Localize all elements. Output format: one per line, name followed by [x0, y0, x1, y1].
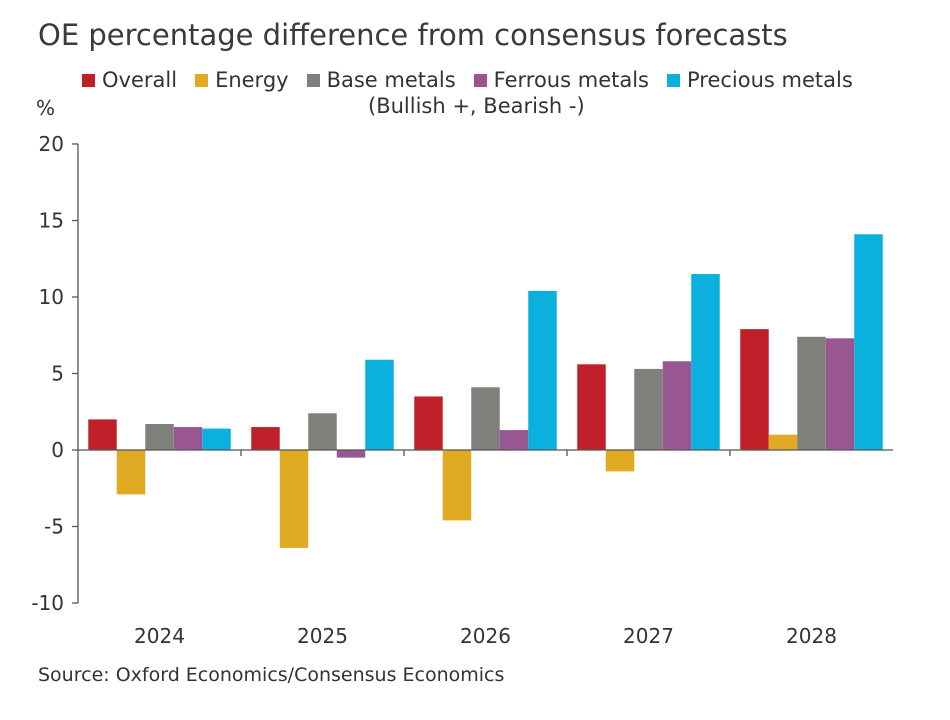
- y-axis-ticks: -10 -5 0 5 10 15 20: [31, 132, 78, 615]
- bar-ferrous-metals-2024: [173, 427, 203, 450]
- y-tick-label: 15: [39, 209, 64, 233]
- bar-energy-2028: [768, 434, 798, 450]
- legend-label-ferrous-metals: Ferrous metals: [493, 68, 649, 92]
- y-tick-label: -5: [44, 515, 64, 539]
- bar-overall-2025: [251, 427, 280, 450]
- y-tick-label: 20: [39, 132, 64, 156]
- x-tick-label: 2024: [134, 624, 185, 648]
- y-axis-unit-label: %: [36, 96, 56, 120]
- legend-swatch-base-metals: [306, 73, 320, 87]
- x-tick-label: 2028: [786, 624, 837, 648]
- bar-precious-metals-2025: [365, 359, 394, 450]
- bar-energy-2025: [279, 450, 309, 548]
- bar-precious-metals-2026: [528, 290, 557, 450]
- bar-precious-metals-2027: [691, 274, 720, 450]
- bar-base-metals-2024: [145, 423, 174, 450]
- bar-overall-2028: [740, 329, 769, 450]
- bar-ferrous-metals-2025: [336, 450, 366, 458]
- legend-item-energy: Energy: [195, 68, 289, 92]
- bar-ferrous-metals-2027: [662, 361, 692, 450]
- y-tick-label: 5: [51, 362, 64, 386]
- chart-title: OE percentage difference from consensus …: [38, 18, 788, 52]
- bar-overall-2026: [414, 396, 443, 450]
- bar-base-metals-2028: [797, 336, 826, 450]
- legend-swatch-ferrous-metals: [473, 73, 487, 87]
- bar-precious-metals-2028: [854, 234, 883, 450]
- bar-ferrous-metals-2028: [825, 338, 855, 450]
- legend-swatch-precious-metals: [667, 73, 680, 87]
- y-tick-label: 10: [39, 285, 64, 309]
- bar-base-metals-2027: [634, 368, 663, 450]
- x-axis-ticks: 2024 2025 2026 2027 2028: [134, 450, 837, 648]
- y-tick-label: 0: [51, 438, 64, 462]
- legend-item-overall: Overall: [82, 68, 177, 92]
- bar-group: [88, 234, 883, 548]
- bar-base-metals-2026: [471, 387, 500, 450]
- legend-swatch-energy: [195, 73, 209, 87]
- chart-subtitle: (Bullish +, Bearish -): [368, 94, 585, 118]
- legend-swatch-overall: [82, 73, 95, 87]
- legend-label-base-metals: Base metals: [326, 68, 456, 92]
- bar-overall-2024: [88, 419, 117, 450]
- legend-label-energy: Energy: [215, 68, 289, 92]
- bar-precious-metals-2024: [202, 428, 231, 450]
- legend-item-base-metals: Base metals: [306, 68, 456, 92]
- legend-item-precious-metals: Precious metals: [667, 68, 853, 92]
- source-note: Source: Oxford Economics/Consensus Econo…: [38, 664, 505, 686]
- bar-energy-2027: [605, 450, 635, 472]
- y-tick-label: -10: [31, 591, 64, 615]
- bar-ferrous-metals-2026: [499, 430, 529, 450]
- x-tick-label: 2026: [460, 624, 511, 648]
- legend-label-overall: Overall: [102, 68, 178, 92]
- bar-energy-2026: [442, 450, 472, 521]
- legend: Overall Energy Base metals Ferrous metal…: [82, 66, 853, 94]
- legend-item-ferrous-metals: Ferrous metals: [473, 68, 649, 92]
- x-tick-label: 2025: [297, 624, 348, 648]
- bar-overall-2027: [577, 364, 606, 450]
- x-tick-label: 2027: [623, 624, 674, 648]
- bar-energy-2024: [116, 450, 146, 495]
- bar-base-metals-2025: [308, 413, 337, 450]
- legend-label-precious-metals: Precious metals: [687, 68, 853, 92]
